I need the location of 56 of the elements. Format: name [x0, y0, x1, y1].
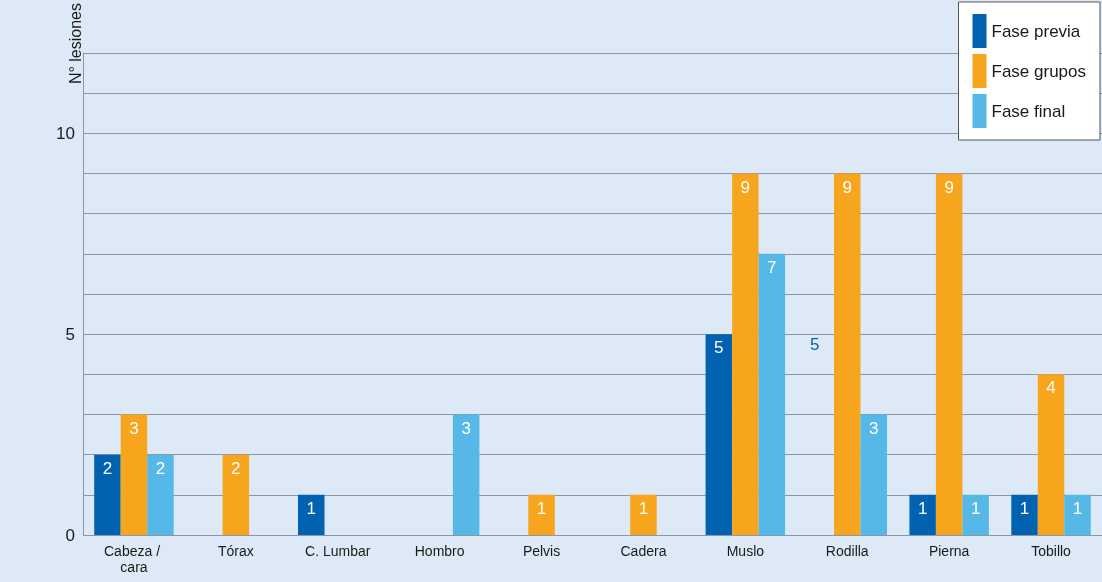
y-tick-label: 5 [65, 324, 75, 344]
x-tick-label: C. Lumbar [305, 543, 371, 559]
data-label: 9 [944, 177, 954, 197]
bar [120, 414, 148, 535]
bar [935, 173, 963, 535]
data-label: 9 [842, 177, 852, 197]
x-tick-label: Muslo [726, 543, 765, 559]
bar [528, 494, 555, 535]
data-label: 2 [102, 458, 113, 478]
x-tick-label: Hombro [414, 543, 465, 559]
x-tick-label: Pelvis [522, 543, 561, 559]
data-label: 2 [231, 458, 241, 478]
bar [732, 173, 759, 535]
data-label: 1 [536, 498, 547, 518]
y-axis-title: N° lesiones [66, 3, 84, 85]
data-label: 1 [970, 498, 981, 518]
y-tick-label: 10 [56, 123, 75, 143]
bar [758, 253, 786, 535]
bar [860, 414, 887, 535]
data-label: 7 [767, 257, 777, 277]
bar [1011, 494, 1038, 535]
legend-label: Fase previa [991, 21, 1081, 41]
data-label: 1 [1072, 498, 1083, 518]
data-label: 5 [714, 338, 724, 358]
x-tick-label: Pierna [928, 543, 970, 559]
bar [94, 454, 121, 535]
y-tick-label: 0 [65, 525, 75, 545]
bar [1037, 374, 1065, 535]
data-label: 3 [869, 418, 879, 438]
bar [1064, 494, 1091, 535]
data-label: 1 [638, 498, 649, 518]
data-label: 1 [1019, 498, 1030, 518]
data-label: 4 [1046, 378, 1056, 398]
data-label: 9 [740, 177, 751, 197]
annotation: 5 [810, 335, 820, 354]
data-label: 2 [155, 458, 166, 478]
data-label: 1 [306, 498, 316, 518]
bar [630, 494, 657, 535]
bar [298, 494, 325, 535]
x-tick-label: Rodilla [825, 543, 869, 559]
legend-label: Fase final [991, 101, 1066, 121]
bar [147, 454, 174, 535]
x-tick-label: Tórax [217, 543, 254, 559]
bar [909, 494, 936, 535]
x-tick-label: Tobillo [1031, 543, 1072, 559]
data-label: 3 [461, 418, 471, 438]
bar [962, 494, 989, 535]
legend-label: Fase grupos [991, 61, 1086, 81]
bar [834, 173, 861, 535]
bar [705, 334, 733, 535]
bar [222, 454, 250, 535]
x-tick-label: Cabeza / cara [103, 543, 164, 575]
data-label: 3 [129, 418, 139, 438]
bar [452, 414, 480, 535]
data-label: 1 [917, 498, 928, 518]
x-tick-label: Cadera [620, 543, 667, 559]
